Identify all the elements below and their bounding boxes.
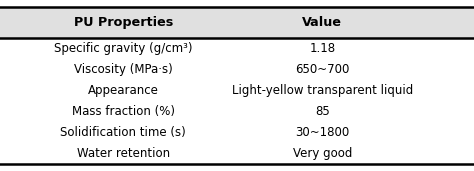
Text: Appearance: Appearance (88, 84, 159, 97)
Text: Viscosity (MPa·s): Viscosity (MPa·s) (74, 63, 173, 76)
Text: Light-yellow transparent liquid: Light-yellow transparent liquid (232, 84, 413, 97)
Text: Solidification time (s): Solidification time (s) (60, 126, 186, 139)
Text: Value: Value (302, 16, 342, 29)
Text: Water retention: Water retention (77, 147, 170, 160)
Text: Very good: Very good (292, 147, 352, 160)
Text: Specific gravity (g/cm³): Specific gravity (g/cm³) (54, 42, 192, 55)
Text: Mass fraction (%): Mass fraction (%) (72, 105, 175, 118)
Text: 30~1800: 30~1800 (295, 126, 349, 139)
Text: 650~700: 650~700 (295, 63, 349, 76)
Text: 85: 85 (315, 105, 330, 118)
FancyBboxPatch shape (0, 7, 474, 38)
Text: 1.18: 1.18 (309, 42, 336, 55)
Text: PU Properties: PU Properties (73, 16, 173, 29)
